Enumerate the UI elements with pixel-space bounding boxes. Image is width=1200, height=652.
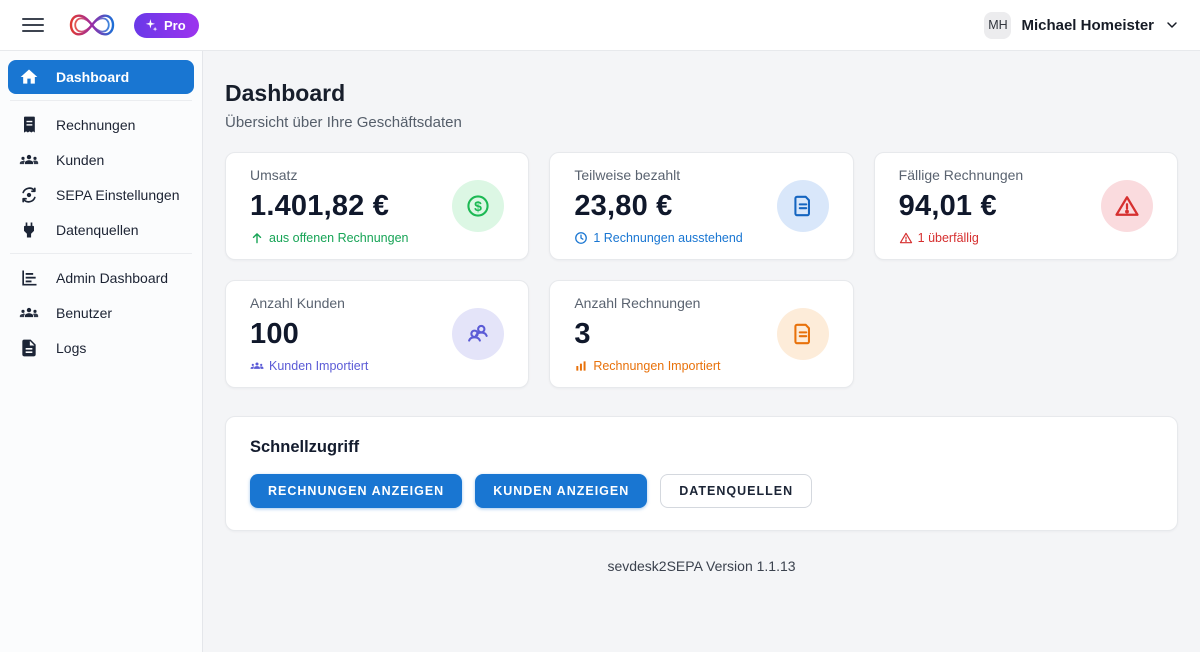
- rechnungen-anzeigen-button[interactable]: RECHNUNGEN ANZEIGEN: [250, 474, 462, 508]
- top-app-bar: Pro MH Michael Homeister: [0, 0, 1200, 51]
- home-icon: [19, 67, 39, 87]
- quick-access-card: Schnellzugriff RECHNUNGEN ANZEIGEN KUNDE…: [225, 416, 1178, 531]
- chart-icon: [19, 268, 39, 288]
- clock-icon: [574, 231, 588, 245]
- stat-label: Teilweise bezahlt: [574, 167, 742, 183]
- sparkle-icon: [144, 18, 158, 32]
- document-icon: [19, 338, 39, 358]
- stat-card-anzahl-kunden: Anzahl Kunden 100 Kunden Importiert: [225, 280, 529, 388]
- stat-subtext: Rechnungen Importiert: [593, 359, 720, 373]
- stat-value: 94,01 €: [899, 190, 1024, 223]
- sidebar-item-logs[interactable]: Logs: [8, 330, 194, 365]
- stat-subtext: Kunden Importiert: [269, 359, 368, 373]
- file-lines-icon: [777, 308, 829, 360]
- sidebar-item-label: Benutzer: [56, 305, 112, 321]
- avatar: MH: [984, 12, 1011, 39]
- main-content: Dashboard Übersicht über Ihre Geschäftsd…: [203, 51, 1200, 652]
- kunden-anzeigen-button[interactable]: KUNDEN ANZEIGEN: [475, 474, 647, 508]
- stat-card-teilweise-bezahlt: Teilweise bezahlt 23,80 € 1 Rechnungen a…: [549, 152, 853, 260]
- stat-card-umsatz: Umsatz 1.401,82 € aus offenen Rechnungen…: [225, 152, 529, 260]
- sidebar-item-label: Admin Dashboard: [56, 270, 168, 286]
- dollar-circle-icon: $: [452, 180, 504, 232]
- sidebar-item-kunden[interactable]: Kunden: [8, 142, 194, 177]
- sidebar-item-benutzer[interactable]: Benutzer: [8, 295, 194, 330]
- stat-label: Anzahl Kunden: [250, 295, 368, 311]
- sidebar-item-label: Datenquellen: [56, 222, 139, 238]
- user-menu[interactable]: MH Michael Homeister: [984, 12, 1180, 39]
- sidebar-item-sepa-einstellungen[interactable]: SEPA Einstellungen: [8, 177, 194, 212]
- svg-text:$: $: [474, 198, 482, 214]
- arrow-up-icon: [250, 231, 264, 245]
- stat-value: 23,80 €: [574, 190, 742, 223]
- chevron-down-icon: [1164, 17, 1180, 33]
- sidebar-item-label: Rechnungen: [56, 117, 135, 133]
- sidebar-item-label: SEPA Einstellungen: [56, 187, 180, 203]
- stat-label: Umsatz: [250, 167, 408, 183]
- people-icon: [452, 308, 504, 360]
- bar-chart-icon: [574, 359, 588, 373]
- sidebar-item-datenquellen[interactable]: Datenquellen: [8, 212, 194, 247]
- stat-subtext: aus offenen Rechnungen: [269, 231, 408, 245]
- sidebar-item-dashboard[interactable]: Dashboard: [8, 60, 194, 94]
- power-plug-icon: [19, 220, 39, 240]
- currency-exchange-icon: [19, 185, 39, 205]
- stat-value: 3: [574, 318, 720, 351]
- menu-icon[interactable]: [22, 14, 44, 36]
- app-logo-infinity-icon: [68, 10, 116, 40]
- stat-value: 1.401,82 €: [250, 190, 408, 223]
- stat-subtext: 1 Rechnungen ausstehend: [593, 231, 742, 245]
- file-icon: [777, 180, 829, 232]
- pro-badge-label: Pro: [164, 18, 186, 33]
- stat-card-faellige-rechnungen: Fällige Rechnungen 94,01 € 1 überfällig: [874, 152, 1178, 260]
- receipt-icon: [19, 115, 39, 135]
- warning-icon: [899, 231, 913, 245]
- stat-label: Anzahl Rechnungen: [574, 295, 720, 311]
- groups-icon: [19, 150, 39, 170]
- sidebar-item-rechnungen[interactable]: Rechnungen: [8, 107, 194, 142]
- user-name: Michael Homeister: [1021, 17, 1154, 34]
- divider: [10, 253, 192, 254]
- groups-icon: [250, 359, 264, 373]
- stat-subtext: 1 überfällig: [918, 231, 979, 245]
- people-icon: [19, 303, 39, 323]
- stat-card-anzahl-rechnungen: Anzahl Rechnungen 3 Rechnungen Importier…: [549, 280, 853, 388]
- pro-badge[interactable]: Pro: [134, 13, 199, 38]
- sidebar-item-admin-dashboard[interactable]: Admin Dashboard: [8, 260, 194, 295]
- version-footer: sevdesk2SEPA Version 1.1.13: [225, 558, 1178, 574]
- warning-icon: [1101, 180, 1153, 232]
- stat-cards-grid: Umsatz 1.401,82 € aus offenen Rechnungen…: [225, 152, 1178, 388]
- stat-value: 100: [250, 318, 368, 351]
- page-subtitle: Übersicht über Ihre Geschäftsdaten: [225, 114, 1178, 131]
- sidebar-item-label: Kunden: [56, 152, 104, 168]
- page-title: Dashboard: [225, 80, 1178, 107]
- sidebar-item-label: Dashboard: [56, 69, 129, 85]
- divider: [10, 100, 192, 101]
- sidebar-item-label: Logs: [56, 340, 86, 356]
- datenquellen-button[interactable]: DATENQUELLEN: [660, 474, 812, 508]
- sidebar: Dashboard Rechnungen: [0, 51, 203, 652]
- quick-access-title: Schnellzugriff: [250, 438, 1153, 457]
- stat-label: Fällige Rechnungen: [899, 167, 1024, 183]
